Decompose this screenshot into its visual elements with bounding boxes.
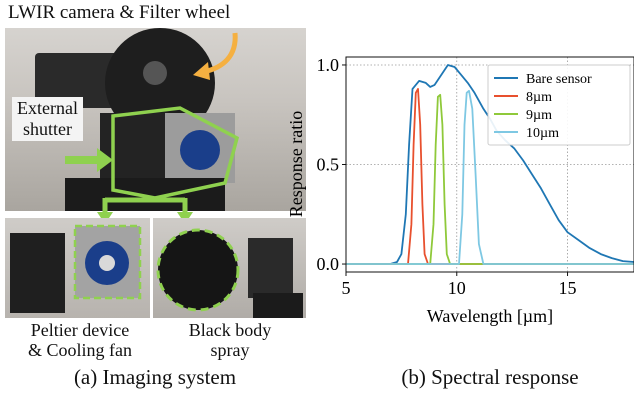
peltier-photo [5, 218, 150, 318]
caption-b: (b) Spectral response [401, 365, 579, 389]
y-axis-label: Response ratio [286, 111, 306, 217]
blackbody-photo [153, 218, 306, 318]
peltier-photo-drawing [10, 224, 142, 313]
caption-a: (a) Imaging system [73, 365, 237, 389]
legend-box [487, 64, 631, 146]
chart-series [346, 64, 634, 265]
x-axis-label: Wavelength [µm] [427, 306, 553, 326]
series-line-3 [346, 89, 634, 265]
camera-photo-drawing [35, 28, 240, 211]
blackbody-label-line1: Black body [188, 320, 272, 340]
blackbody-label: Black body spray [155, 320, 305, 360]
x-tick-label: 15 [559, 278, 577, 298]
peltier-label-line2: & Cooling fan [28, 340, 132, 360]
y-tick-label: 0.0 [317, 254, 340, 274]
cooling-fan-photo [180, 130, 220, 170]
connector-arrows [97, 197, 193, 224]
series-line-1 [346, 88, 634, 265]
filter-wheel-hole [143, 61, 167, 85]
peltier-label-line1: Peltier device [30, 320, 130, 340]
legend-label: 10µm [526, 126, 559, 141]
series-line-2 [346, 93, 634, 265]
chart-ticks: 5 10 15 0.0 0.5 1.0 [317, 55, 577, 298]
y-tick-label: 0.5 [317, 155, 340, 175]
green-arrow-icon [65, 148, 113, 172]
camera-filter-wheel-label: LWIR camera & Filter wheel [8, 2, 231, 23]
x-tick-label: 10 [448, 278, 466, 298]
shutter-label-box: External shutter [12, 97, 83, 141]
chart-legend: Bare sensor 8µm 9µm 10µm [487, 64, 631, 146]
legend-label: Bare sensor [526, 72, 592, 87]
blackbody-photo-drawing [156, 228, 303, 318]
shutter-highlight-outline [111, 106, 240, 200]
peltier-label: Peltier device & Cooling fan [5, 320, 155, 360]
y-tick-label: 1.0 [317, 55, 340, 75]
blackbody-label-line2: spray [210, 340, 250, 360]
series-line-0 [346, 64, 634, 265]
x-tick-label: 5 [342, 278, 351, 298]
legend-label: 8µm [526, 90, 552, 105]
legend-label: 9µm [526, 108, 552, 123]
orange-arrowhead-icon [193, 62, 210, 80]
shutter-label-line2: shutter [22, 119, 72, 139]
shutter-label-line1: External [17, 98, 78, 118]
